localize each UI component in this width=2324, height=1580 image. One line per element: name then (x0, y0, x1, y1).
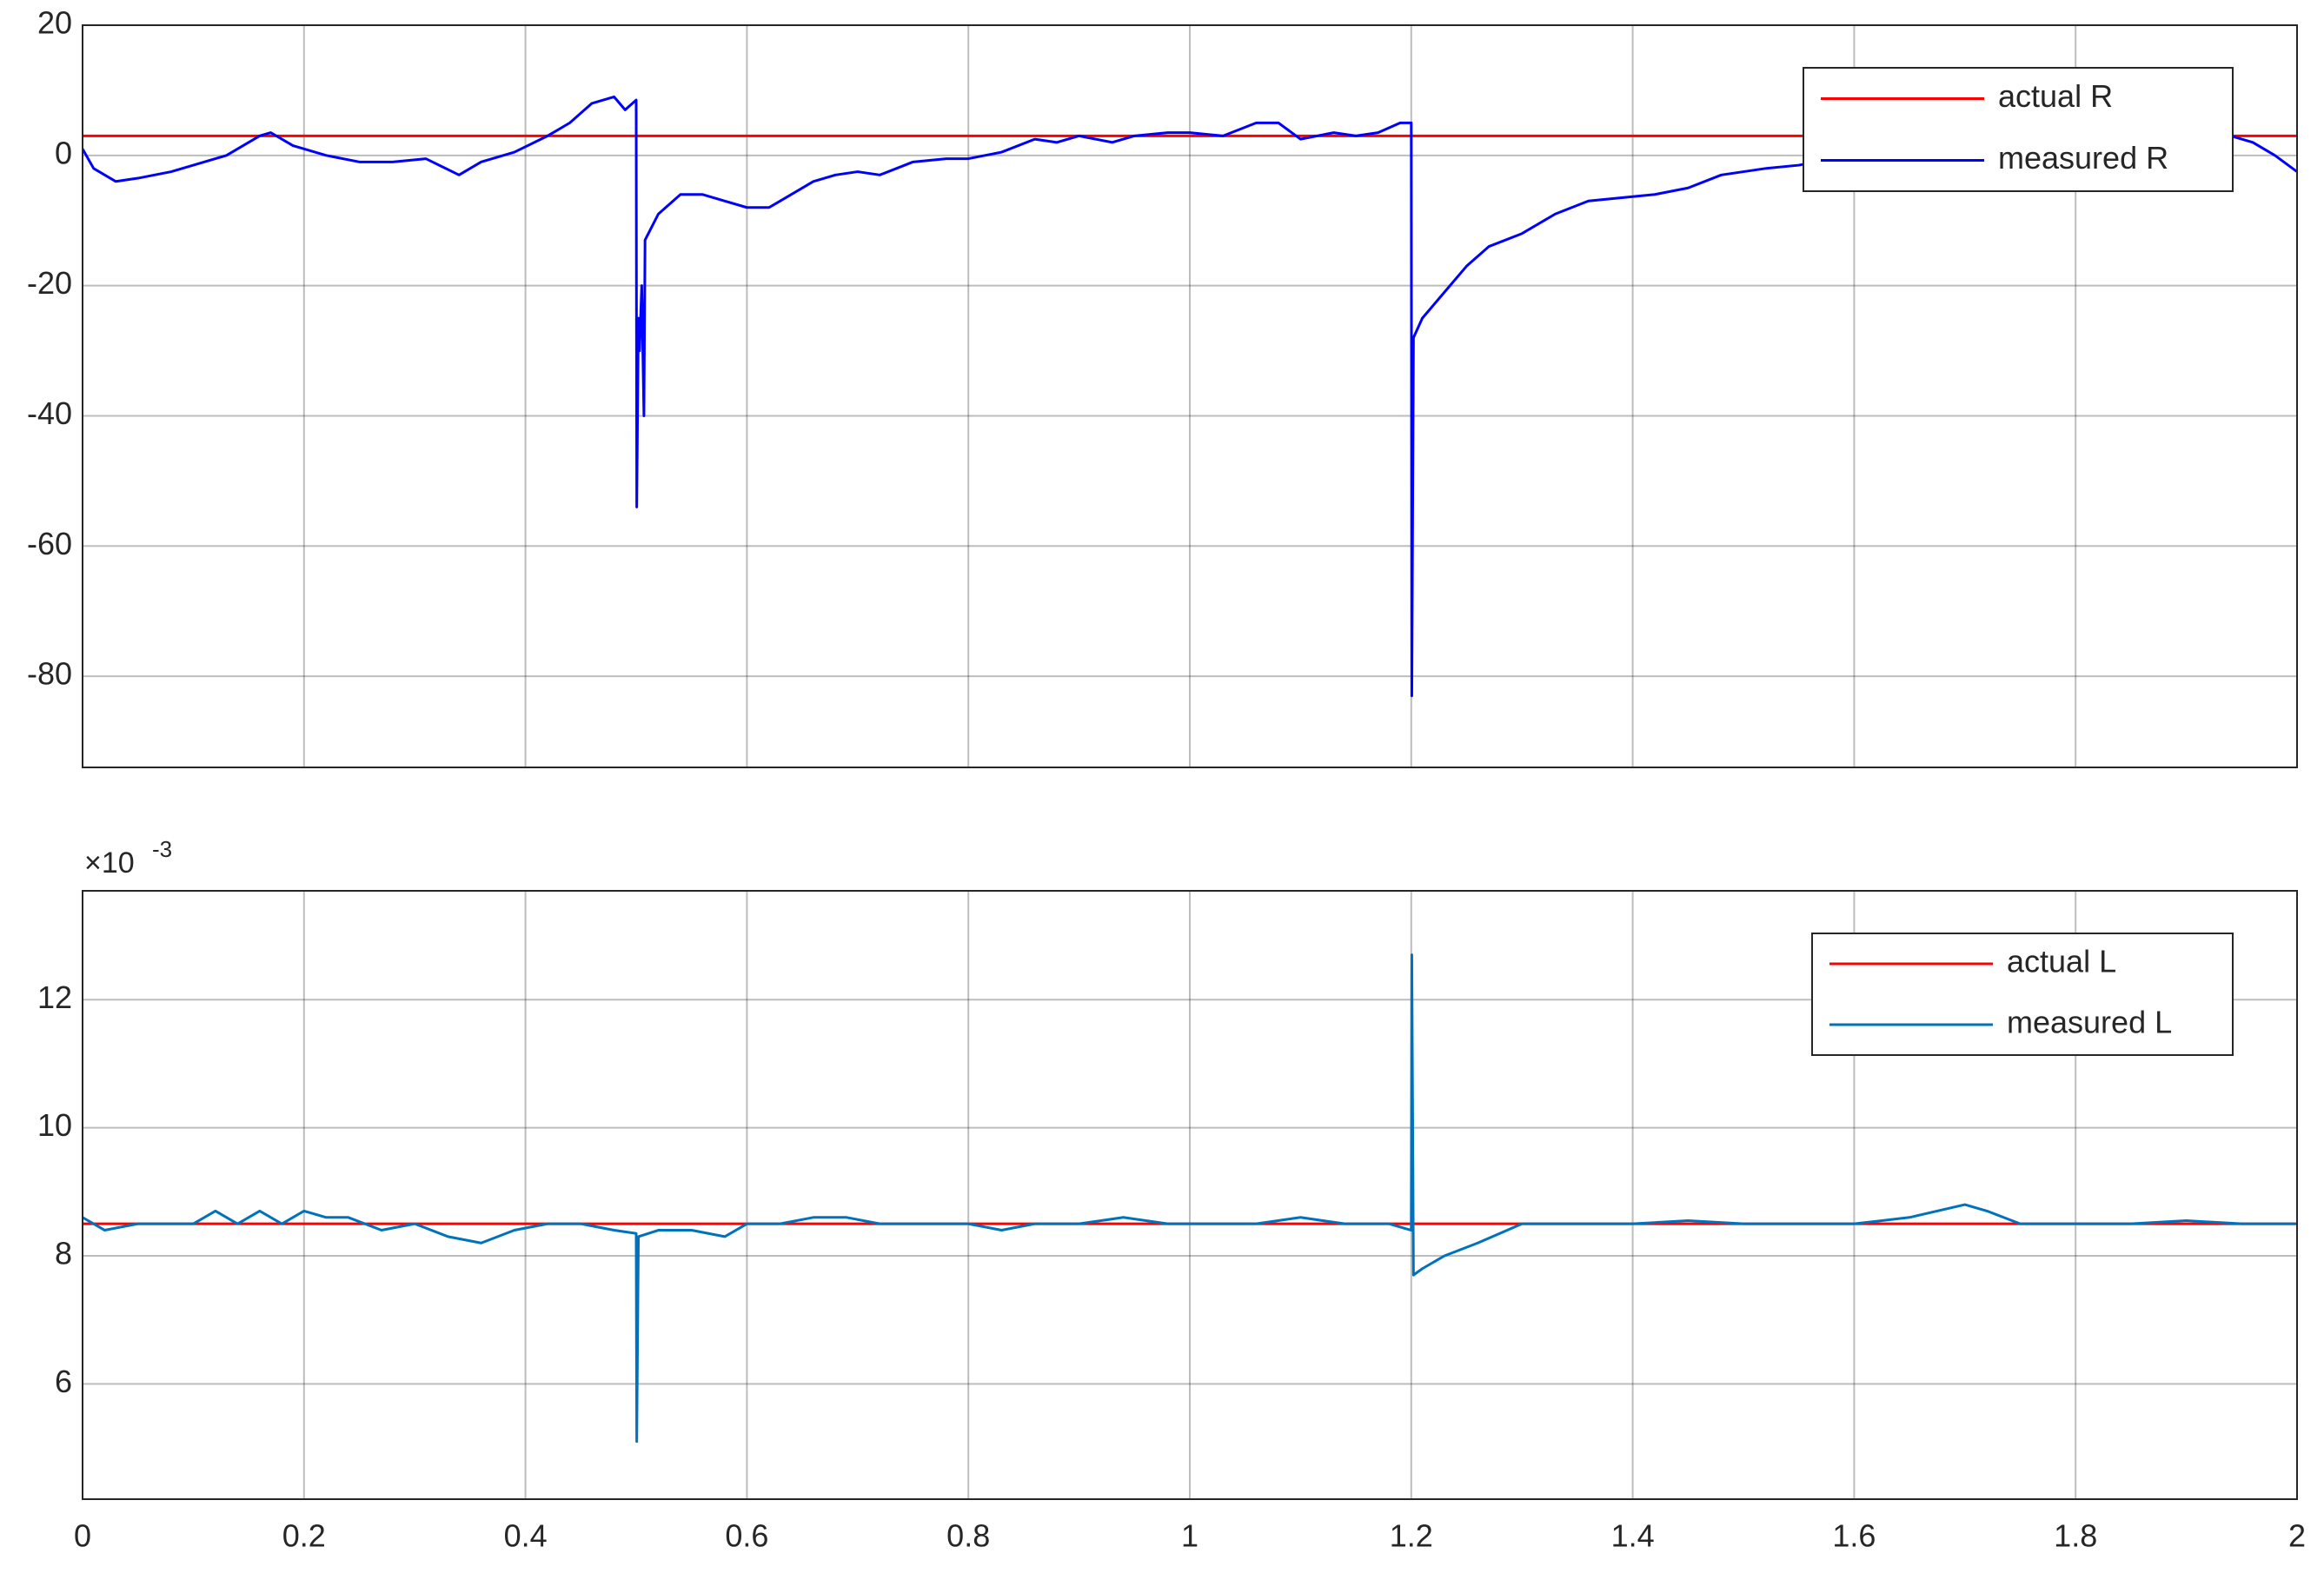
legend-label: actual R (1998, 78, 2113, 114)
x-tick-label: 1.6 (1832, 1518, 1876, 1554)
x-tick-label: 0 (74, 1518, 91, 1554)
y-scale-base: ×10 (84, 846, 135, 880)
x-tick-label: 0.2 (282, 1518, 326, 1554)
plot-frame (82, 890, 2298, 1500)
series-line (83, 95, 2297, 698)
legend-box (1803, 67, 2234, 192)
x-tick-label: 1.2 (1390, 1518, 1433, 1554)
x-tick-label: 0.6 (725, 1518, 768, 1554)
x-tick-label: 0.4 (504, 1518, 548, 1554)
x-tick-label: 1.8 (2054, 1518, 2097, 1554)
y-tick-label: 0 (55, 135, 72, 170)
y-tick-label: 20 (37, 5, 72, 41)
legend-label: measured R (1998, 140, 2168, 176)
legend-label: measured L (2007, 1005, 2172, 1040)
y-scale-exponent: -3 (152, 836, 172, 862)
x-tick-label: 1.4 (1611, 1518, 1655, 1554)
y-tick-label: 8 (55, 1236, 72, 1271)
x-tick-label: 2 (2288, 1518, 2306, 1554)
legend-label: actual L (2007, 944, 2116, 979)
y-tick-label: -80 (27, 656, 72, 692)
x-tick-label: 0.8 (946, 1518, 990, 1554)
legend-box (1811, 933, 2234, 1056)
series-line (83, 953, 2297, 1444)
plot-frame (82, 24, 2298, 768)
y-tick-label: 6 (55, 1364, 72, 1399)
y-tick-label: -40 (27, 395, 72, 431)
y-tick-label: -20 (27, 265, 72, 301)
y-tick-label: 10 (37, 1107, 72, 1143)
y-tick-label: 12 (37, 979, 72, 1015)
y-tick-label: -60 (27, 526, 72, 561)
x-tick-label: 1 (1181, 1518, 1199, 1554)
